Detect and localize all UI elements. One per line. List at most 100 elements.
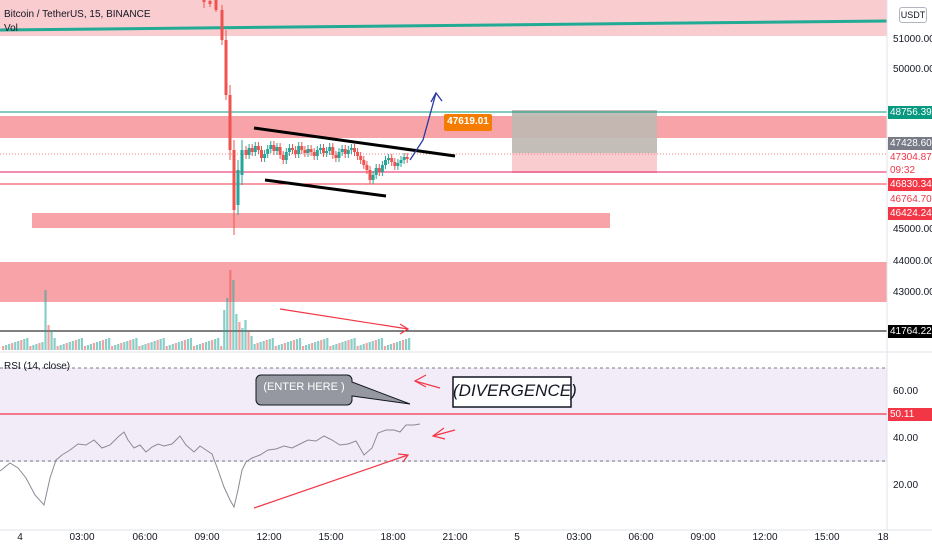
volume-bar [295,339,299,350]
candle-body [396,163,400,166]
enter-callout[interactable] [255,374,411,406]
volume-bar [244,320,247,350]
volume-bar [171,344,174,350]
currency-toggle[interactable]: USDT [899,7,927,23]
candles[interactable] [202,0,409,235]
volume-bar [256,343,259,350]
volume-bar [398,341,402,350]
candle-body [393,162,397,166]
volume-bar [77,339,80,350]
candle-body [306,149,310,153]
volume-bar [8,344,11,350]
time-tick: 4 [17,532,23,543]
volume-bar [14,342,17,350]
candle-body [247,148,251,155]
volume-bar [174,343,177,350]
volume-bar [380,338,383,350]
volume-divergence-arrow[interactable] [279,308,409,330]
volume-bar [320,340,323,350]
candle-body [240,150,244,175]
position-stop-box[interactable] [512,153,657,173]
volume-bar [247,332,250,350]
rsi-tick: 40.00 [893,433,919,444]
volume-bar [32,345,35,350]
volume-bar [186,339,190,350]
time-tick: 12:00 [256,532,282,543]
price-annotation[interactable] [444,114,492,131]
candle-body [353,148,356,152]
candle-body [291,148,294,150]
volume-bar [404,339,408,350]
candle-body [312,152,316,156]
volume-bar [365,343,368,350]
candle-body [328,147,332,151]
candle-body [236,170,240,205]
volume-bar [250,336,253,350]
volume-bar [383,346,386,350]
volume-bar [301,346,305,350]
divergence-box[interactable] [452,376,572,408]
candle-body [365,165,369,170]
volume-bar [192,346,196,350]
time-tick: 21:00 [442,532,468,543]
candle-body [337,152,341,158]
pointer-arrow-upper-stem [414,380,441,389]
rsi-band [0,368,887,462]
candle-body [250,148,254,152]
price-annotation-text: 47619.01 [447,116,489,127]
candle-body [377,168,381,172]
volume-bar [62,344,65,350]
volume-bar [165,346,168,350]
volume-bar [359,345,362,350]
candle-body [284,152,288,160]
rsi-divergence-arrow[interactable] [253,454,409,509]
volume-bar [144,344,147,350]
candle-body [269,145,273,149]
candle-body [349,148,353,150]
price-badge-red: 46830.34 [888,178,932,191]
volume-bar [205,342,208,350]
volume-bar [226,298,229,350]
time-tick: 03:00 [566,532,592,543]
candle-body [368,170,372,180]
pointer-arrow-lower-stem [432,429,456,437]
flag-lower-line[interactable] [264,178,387,198]
price-tick: 50000.00 [893,64,932,75]
candle-body [208,1,212,4]
volume-bar [374,340,377,350]
volume-bar [214,339,217,350]
rsi-line [0,423,421,509]
volume-bar [120,343,123,350]
flag-upper-line[interactable] [253,126,456,158]
volume-bar [274,346,277,350]
rsi-value-badge: 50.11 [888,408,932,421]
volume-bar [23,339,26,350]
volume-bar [292,340,296,350]
projection-path[interactable] [409,92,437,161]
volume-label: Vol [4,23,18,34]
volume-bar [311,343,314,350]
volume-bar [280,344,283,350]
volume-bar [50,330,53,350]
candle-body [294,150,298,154]
candle-body [331,147,335,155]
volume-bar [111,346,114,350]
volume-bar [117,344,120,350]
candle-body [202,0,206,2]
volume-bar [17,341,20,350]
time-tick: 06:00 [628,532,654,543]
volume-bar [29,346,32,350]
candle-body [362,160,366,165]
volume-bar [68,342,71,350]
volume-bar [74,340,77,350]
volume-bar [317,341,320,350]
price-tick: 43000.00 [893,287,932,298]
trendline-cyan[interactable] [0,19,888,32]
volume-bar [92,343,96,350]
candle-body [220,10,224,40]
price-badge-red-outline: 46764.70 [888,193,932,206]
volume-bar [2,346,5,350]
volume-bar [217,338,220,350]
rsi-arrowhead [397,453,410,463]
